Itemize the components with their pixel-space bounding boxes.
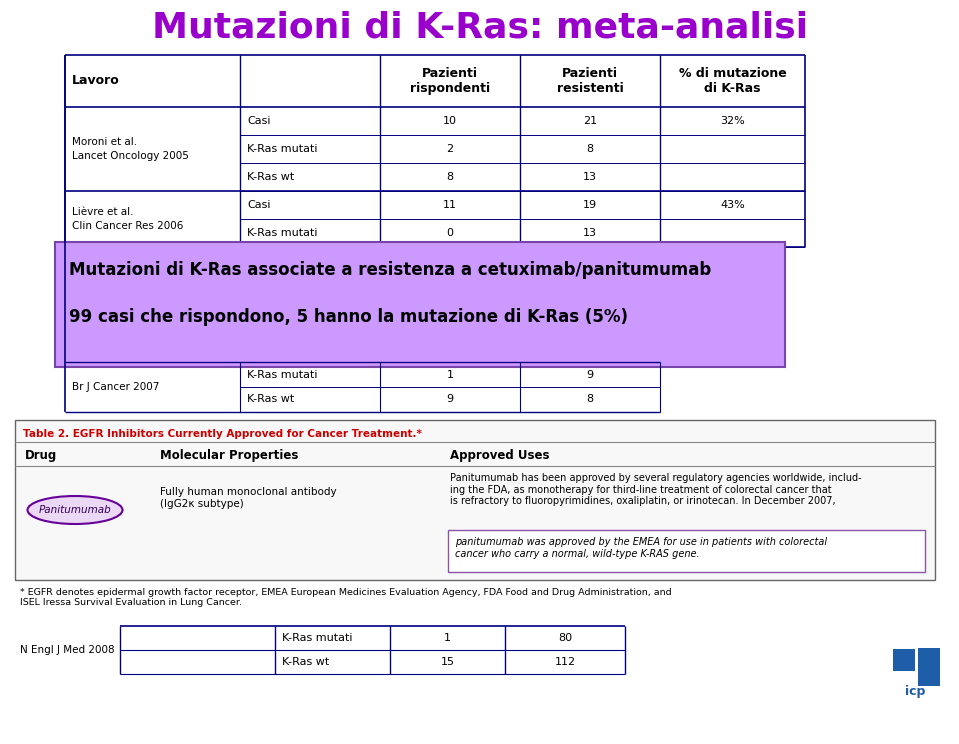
Text: icp: icp — [904, 684, 925, 698]
Text: Mutazioni di K-Ras associate a resistenza a cetuximab/panitumumab: Mutazioni di K-Ras associate a resistenz… — [69, 261, 712, 279]
Ellipse shape — [28, 496, 123, 524]
Text: Molecular Properties: Molecular Properties — [160, 449, 298, 463]
Text: 21: 21 — [583, 116, 597, 126]
Text: Panitumumab has been approved by several regulatory agencies worldwide, includ-
: Panitumumab has been approved by several… — [450, 473, 861, 506]
Text: 80: 80 — [558, 633, 573, 643]
Text: Lavoro: Lavoro — [72, 74, 120, 88]
Text: Pazienti
resistenti: Pazienti resistenti — [556, 67, 623, 95]
Text: Approved Uses: Approved Uses — [450, 449, 550, 463]
Text: 0: 0 — [447, 228, 454, 238]
Text: Pazienti
rispondenti: Pazienti rispondenti — [409, 67, 490, 95]
Text: 1: 1 — [444, 633, 451, 643]
Text: % di mutazione
di K-Ras: % di mutazione di K-Ras — [679, 67, 786, 95]
Text: 11: 11 — [443, 200, 457, 210]
Bar — [893, 649, 915, 671]
Text: K-Ras wt: K-Ras wt — [282, 657, 329, 667]
Text: 1: 1 — [447, 370, 454, 379]
Text: 13: 13 — [583, 172, 597, 182]
Text: Casi: Casi — [247, 200, 270, 210]
Text: Table 2. EGFR Inhibitors Currently Approved for Cancer Treatment.*: Table 2. EGFR Inhibitors Currently Appro… — [23, 429, 422, 439]
Text: 9: 9 — [587, 370, 594, 379]
Text: Fully human monoclonal antibody
(IgG2κ subtype): Fully human monoclonal antibody (IgG2κ s… — [160, 487, 337, 509]
Text: K-Ras mutati: K-Ras mutati — [247, 144, 317, 154]
Bar — [918, 648, 940, 686]
Text: K-Ras wt: K-Ras wt — [247, 394, 294, 405]
Text: N Engl J Med 2008: N Engl J Med 2008 — [20, 645, 115, 655]
Text: 8: 8 — [587, 394, 594, 405]
Text: 13: 13 — [583, 228, 597, 238]
FancyBboxPatch shape — [55, 242, 785, 367]
Text: 19: 19 — [583, 200, 597, 210]
Text: 99 casi che rispondono, 5 hanno la mutazione di K-Ras (5%): 99 casi che rispondono, 5 hanno la mutaz… — [69, 308, 628, 326]
Text: Br J Cancer 2007: Br J Cancer 2007 — [72, 382, 159, 392]
Text: 10: 10 — [443, 116, 457, 126]
FancyBboxPatch shape — [448, 530, 925, 572]
Text: K-Ras mutati: K-Ras mutati — [282, 633, 353, 643]
Text: Panitumumab: Panitumumab — [38, 505, 111, 515]
Text: Lièvre et al.
Clin Cancer Res 2006: Lièvre et al. Clin Cancer Res 2006 — [72, 208, 183, 231]
Text: 43%: 43% — [720, 200, 745, 210]
Text: panitumumab was approved by the EMEA for use in patients with colorectal
cancer : panitumumab was approved by the EMEA for… — [455, 537, 827, 559]
Text: Mutazioni di K-Ras: meta-analisi: Mutazioni di K-Ras: meta-analisi — [152, 11, 808, 45]
Text: Drug: Drug — [25, 449, 58, 463]
Text: 8: 8 — [587, 144, 594, 154]
Text: Moroni et al.
Lancet Oncology 2005: Moroni et al. Lancet Oncology 2005 — [72, 138, 189, 161]
Text: 2: 2 — [447, 144, 454, 154]
Text: K-Ras wt: K-Ras wt — [247, 172, 294, 182]
Text: * EGFR denotes epidermal growth factor receptor, EMEA European Medicines Evaluat: * EGFR denotes epidermal growth factor r… — [20, 588, 671, 607]
Text: K-Ras mutati: K-Ras mutati — [247, 228, 317, 238]
Text: K-Ras mutati: K-Ras mutati — [247, 370, 317, 379]
Text: 32%: 32% — [720, 116, 745, 126]
Text: 8: 8 — [447, 172, 454, 182]
Text: 112: 112 — [554, 657, 575, 667]
Text: 15: 15 — [440, 657, 455, 667]
Text: Casi: Casi — [247, 116, 270, 126]
Bar — [15, 420, 935, 580]
Text: 9: 9 — [447, 394, 454, 405]
